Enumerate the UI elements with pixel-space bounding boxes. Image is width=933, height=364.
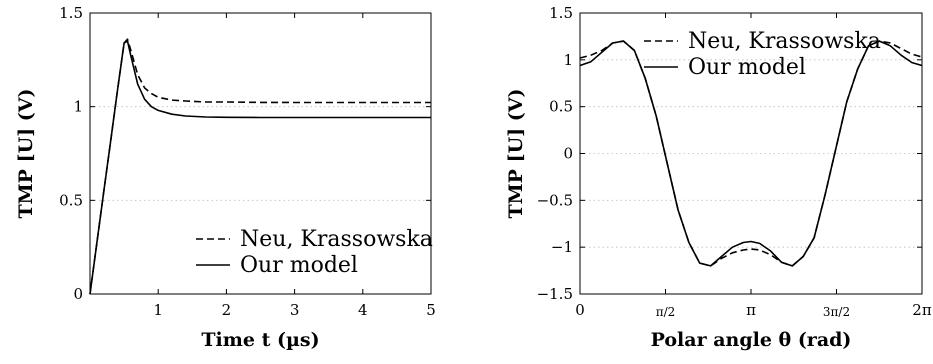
y-tick-label: 0.5 — [549, 98, 573, 116]
legend-label: Neu, Krassowska — [240, 227, 433, 252]
y-axis-label: TMP [U] (V) — [505, 89, 527, 219]
series-line-neu-krassowska — [89, 38, 431, 295]
x-tick-label: 2 — [222, 301, 232, 319]
y-tick-label: 1 — [563, 51, 573, 69]
legend-label: Our model — [688, 55, 806, 80]
x-tick-label: 4 — [358, 301, 368, 319]
x-tick-label: 5 — [426, 301, 436, 319]
x-tick-label: 3 — [290, 301, 300, 319]
y-tick-label: 1.5 — [59, 4, 83, 22]
legend-label: Neu, Krassowska — [688, 29, 881, 54]
x-axis-label: Polar angle θ (rad) — [651, 329, 852, 351]
legend-label: Our model — [240, 253, 358, 278]
y-tick-label: −0.5 — [537, 191, 573, 209]
y-tick-label: 0.5 — [59, 191, 83, 209]
x-tick-label: 1 — [153, 301, 163, 319]
y-axis-label: TMP [U] (V) — [15, 89, 37, 219]
y-tick-label: 1.5 — [549, 4, 573, 22]
series-line-our-model — [89, 40, 431, 295]
x-tick-label: 0 — [575, 301, 585, 319]
y-tick-label: 0 — [563, 145, 573, 163]
y-tick-label: 1 — [73, 98, 83, 116]
series-line-our-model — [579, 40, 923, 267]
x-tick-label: 3π/2 — [823, 305, 850, 319]
y-tick-label: 0 — [73, 285, 83, 303]
x-tick-label: 2π — [912, 301, 932, 319]
x-axis-label: Time t (µs) — [201, 329, 319, 351]
plot-frame — [89, 12, 432, 295]
y-tick-label: −1.5 — [537, 285, 573, 303]
y-tick-label: −1 — [551, 238, 573, 256]
x-tick-label: π — [746, 301, 756, 319]
chart-polar-angle: −1.5 −1 −0.5 0 0.5 1 1.5 0 π/2 π 3π/2 2π Neu, Krasso… — [505, 4, 932, 351]
x-tick-label: π/2 — [656, 305, 676, 319]
